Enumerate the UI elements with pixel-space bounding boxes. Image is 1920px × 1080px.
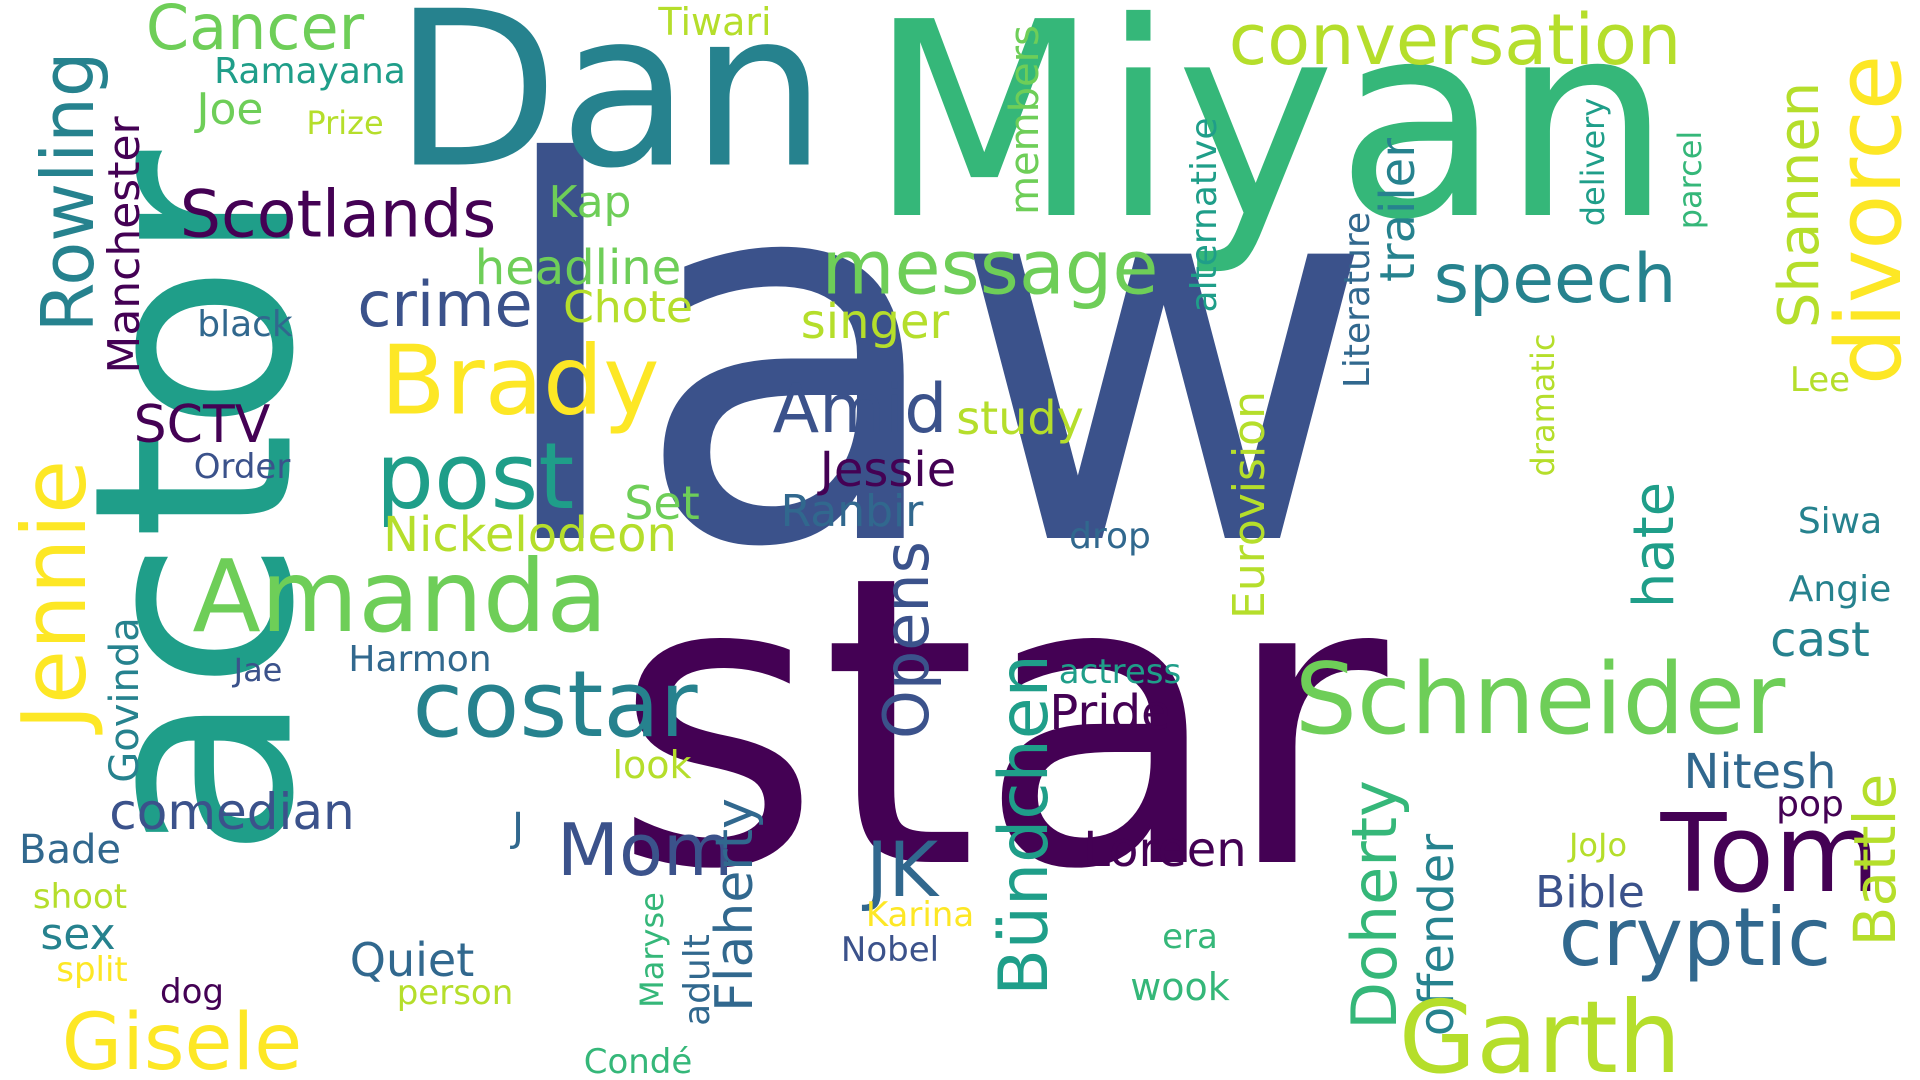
- word-opens: Opens: [870, 541, 943, 739]
- word-jae: Jae: [233, 651, 283, 689]
- word-amanda: Amanda: [192, 538, 608, 655]
- word-rowling: Rowling: [26, 51, 110, 333]
- word-nickelodeon: Nickelodeon: [383, 507, 677, 563]
- word-delivery: delivery: [1574, 97, 1612, 227]
- word-dog: dog: [160, 972, 224, 1012]
- word-adult: adult: [677, 934, 718, 1026]
- word-order: Order: [193, 447, 291, 487]
- word-nobel: Nobel: [840, 930, 940, 970]
- word-speech: speech: [1433, 240, 1677, 319]
- word-jessie: Jessie: [819, 442, 957, 498]
- word-era: era: [1162, 917, 1218, 957]
- word-loreen: Loreen: [1083, 822, 1247, 878]
- word-divorce: divorce: [1817, 54, 1920, 386]
- word-pop: pop: [1776, 784, 1844, 825]
- word-comedian: comedian: [109, 783, 355, 841]
- word-cast: cast: [1770, 612, 1870, 668]
- word-black: black: [197, 304, 293, 345]
- word-chote: Chote: [563, 282, 693, 333]
- word-parcel: parcel: [1671, 130, 1709, 230]
- word-angie: Angie: [1788, 569, 1892, 610]
- word-scotlands: Scotlands: [179, 177, 497, 253]
- word-message: message: [821, 223, 1159, 312]
- word-joe: Joe: [196, 84, 264, 135]
- word-bade: Bade: [19, 827, 121, 873]
- word-set: Set: [624, 476, 700, 530]
- word-literature: Literature: [1337, 211, 1378, 389]
- word-headline: headline: [474, 240, 682, 296]
- word-ranbir: Ranbir: [780, 486, 924, 537]
- word-schneider: Schneider: [1294, 643, 1786, 757]
- word-post: post: [375, 423, 575, 530]
- word-j: J: [512, 805, 524, 851]
- word-sex: sex: [40, 909, 116, 960]
- word-prize: Prize: [306, 104, 384, 142]
- word-bundchen: Bündchen: [985, 654, 1064, 996]
- word-law: law: [487, 55, 1377, 661]
- word-kap: Kap: [548, 177, 632, 228]
- word-cancer: Cancer: [145, 0, 365, 64]
- word-garth: Garth: [1398, 979, 1682, 1080]
- word-maryse: Maryse: [633, 892, 671, 1008]
- word-pride: Pride: [1049, 685, 1171, 741]
- word-tiwari: Tiwari: [658, 0, 772, 44]
- word-gisele: Gisele: [61, 998, 303, 1080]
- word-eurovision: Eurovision: [1224, 391, 1275, 619]
- word-study: study: [956, 391, 1084, 445]
- word-govinda: Govinda: [102, 617, 148, 783]
- word-members: members: [1002, 25, 1048, 215]
- word-jojo: JoJo: [1568, 826, 1628, 864]
- word-person: person: [396, 973, 514, 1013]
- word-harmon: Harmon: [348, 639, 492, 680]
- word-singer: singer: [800, 294, 950, 350]
- word-shannen: Shannen: [1767, 81, 1832, 329]
- word-drop: drop: [1069, 516, 1151, 557]
- word-amid: Amid: [772, 370, 948, 449]
- word-conversation: conversation: [1228, 0, 1682, 81]
- word-jk: JK: [865, 825, 939, 914]
- word-cryptic: cryptic: [1558, 891, 1832, 984]
- word-manchester: Manchester: [99, 116, 150, 374]
- word-battle: Battle: [1841, 773, 1909, 947]
- word-quiet: Quiet: [349, 933, 475, 987]
- word-costar: costar: [412, 651, 698, 758]
- word-wook: wook: [1130, 965, 1230, 1009]
- word-mom: Mom: [556, 808, 734, 892]
- word-miyan: Miyan: [867, 0, 1673, 279]
- word-shoot: shoot: [32, 877, 128, 917]
- word-conde: Condé: [583, 1042, 693, 1080]
- word-jennie: Jennie: [3, 459, 106, 731]
- word-tom: Tom: [1660, 792, 1880, 917]
- word-dan: Dan: [393, 0, 827, 216]
- word-siwa: Siwa: [1797, 501, 1883, 542]
- word-sctv: SCTV: [133, 395, 271, 455]
- word-split: split: [56, 950, 128, 990]
- word-actress: actress: [1058, 652, 1182, 692]
- word-bible: Bible: [1535, 867, 1645, 918]
- word-trailer: trailer: [1370, 138, 1426, 282]
- word-doherty: Doherty: [1338, 780, 1411, 1030]
- word-look: look: [612, 743, 692, 787]
- word-lee: Lee: [1789, 360, 1851, 400]
- word-hate: hate: [1622, 481, 1687, 609]
- word-star: star: [612, 492, 1388, 957]
- word-dramatic: dramatic: [1524, 333, 1562, 477]
- word-alternative: alternative: [1184, 117, 1225, 313]
- word-brady: Brady: [380, 326, 660, 437]
- word-crime: crime: [357, 268, 533, 341]
- word-ramayana: Ramayana: [214, 51, 406, 92]
- word-karina: Karina: [865, 895, 975, 935]
- word-nitesh: Nitesh: [1683, 744, 1837, 800]
